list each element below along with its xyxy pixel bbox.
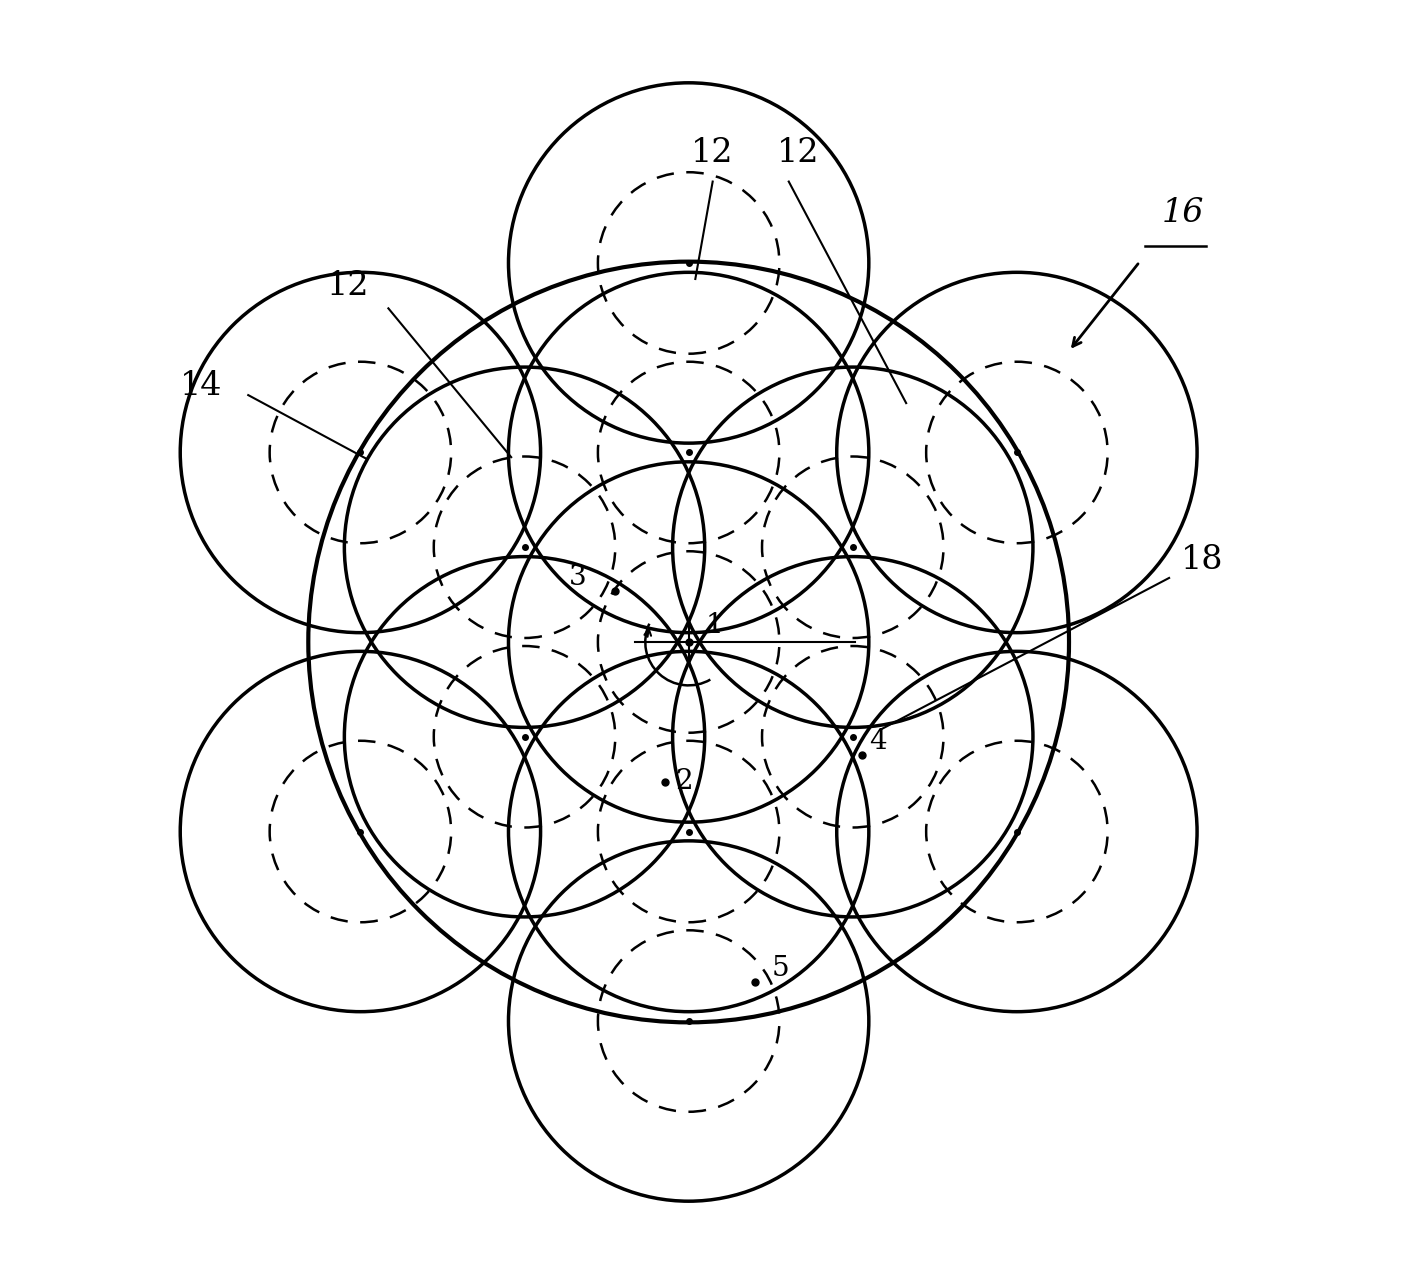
Text: 12: 12	[691, 136, 734, 168]
Text: 2: 2	[675, 768, 694, 795]
Text: 14: 14	[180, 370, 223, 402]
Text: 12: 12	[776, 136, 820, 168]
Text: 1: 1	[706, 611, 723, 638]
Text: 12: 12	[327, 270, 369, 302]
Text: 3: 3	[569, 564, 585, 591]
Text: 5: 5	[771, 954, 789, 982]
Text: 4: 4	[869, 728, 886, 755]
Text: 18: 18	[1181, 543, 1224, 575]
Text: 16: 16	[1161, 196, 1203, 229]
